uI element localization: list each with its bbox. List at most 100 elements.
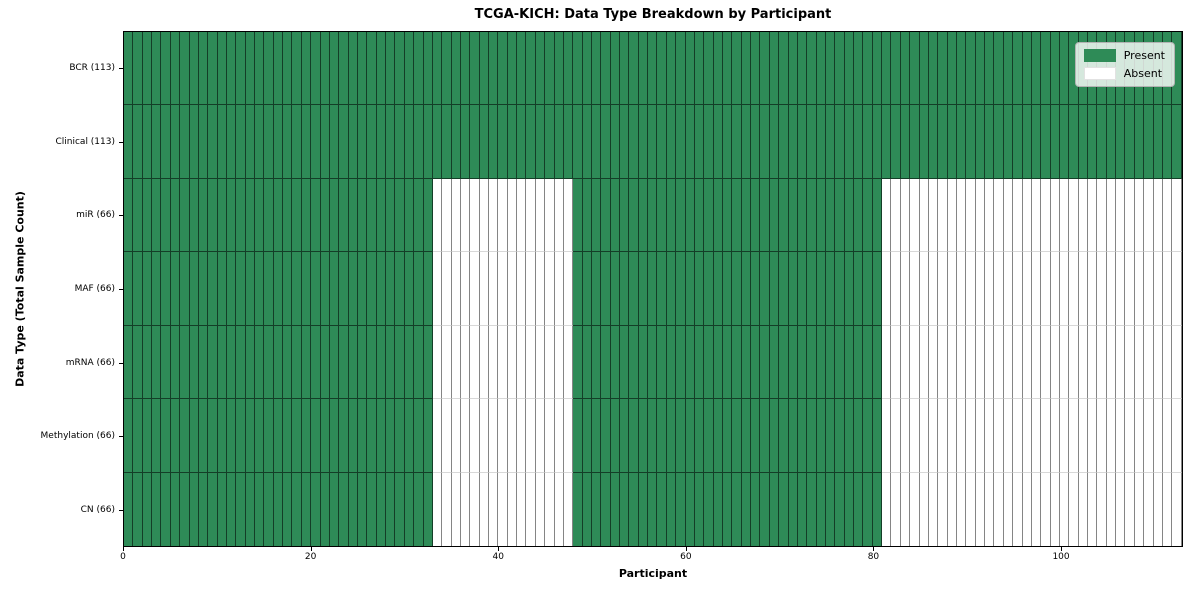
heatmap-cell xyxy=(432,399,443,473)
heatmap-cell xyxy=(479,472,490,546)
heatmap-cell xyxy=(1153,325,1163,400)
heatmap-cell xyxy=(320,105,330,179)
heatmap-cell xyxy=(170,472,181,546)
heatmap-cell xyxy=(479,399,490,473)
heatmap-cell xyxy=(620,105,630,179)
heatmap-cell xyxy=(694,178,705,253)
heatmap-cell xyxy=(170,399,181,473)
heatmap-cell xyxy=(1097,399,1107,473)
legend-label-absent: Absent xyxy=(1123,67,1163,80)
heatmap-cell xyxy=(591,399,602,473)
heatmap-cell xyxy=(1162,178,1173,253)
heatmap-cell xyxy=(1116,325,1126,400)
heatmap-cell xyxy=(994,32,1004,106)
heatmap-cell xyxy=(208,32,218,106)
heatmap-cell xyxy=(891,32,901,106)
heatmap-cell xyxy=(666,178,677,253)
heatmap-cell xyxy=(292,252,302,326)
heatmap-cell xyxy=(170,105,181,179)
heatmap-cell xyxy=(620,325,630,400)
heatmap-cell xyxy=(404,32,415,106)
absent-swatch xyxy=(1083,67,1116,80)
heatmap-cell xyxy=(535,32,546,106)
heatmap-cell xyxy=(245,472,256,546)
heatmap-cell xyxy=(891,105,901,179)
heatmap-row-BCR xyxy=(124,32,1182,106)
heatmap-cell xyxy=(1162,252,1173,326)
heatmap-cell xyxy=(507,399,518,473)
heatmap-cell xyxy=(1134,105,1145,179)
heatmap-cell xyxy=(1003,105,1014,179)
heatmap-cell xyxy=(854,105,864,179)
heatmap-cell xyxy=(657,472,667,546)
heatmap-cell xyxy=(1078,472,1089,546)
heatmap-cell xyxy=(919,472,929,546)
heatmap-cell xyxy=(442,105,452,179)
heatmap-cell xyxy=(638,472,649,546)
heatmap-cell xyxy=(872,472,883,546)
heatmap-cell xyxy=(620,32,630,106)
heatmap-cell xyxy=(124,252,134,326)
heatmap-cell xyxy=(1162,105,1173,179)
heatmap-cell xyxy=(797,178,808,253)
heatmap-cell xyxy=(610,399,621,473)
heatmap-cell xyxy=(198,472,209,546)
heatmap-cell xyxy=(498,178,508,253)
heatmap-cell xyxy=(629,32,639,106)
heatmap-cell xyxy=(956,105,967,179)
heatmap-cell xyxy=(1172,399,1182,473)
heatmap-cell xyxy=(320,472,330,546)
heatmap-cell xyxy=(1088,472,1098,546)
heatmap-cell xyxy=(386,472,396,546)
heatmap-cell xyxy=(854,252,864,326)
heatmap-cell xyxy=(676,252,686,326)
heatmap-cell xyxy=(311,252,321,326)
heatmap-cell xyxy=(1144,472,1154,546)
heatmap-cell xyxy=(741,178,752,253)
heatmap-cell xyxy=(198,399,209,473)
heatmap-cell xyxy=(133,178,143,253)
heatmap-cell xyxy=(236,178,246,253)
heatmap-cell xyxy=(648,178,658,253)
heatmap-cell xyxy=(423,105,433,179)
heatmap-cell xyxy=(283,178,293,253)
heatmap-cell xyxy=(685,252,695,326)
heatmap-cell xyxy=(1003,178,1014,253)
heatmap-cell xyxy=(751,325,761,400)
heatmap-cell xyxy=(395,105,405,179)
heatmap-cell xyxy=(835,178,845,253)
heatmap-cell xyxy=(208,252,218,326)
heatmap-cell xyxy=(1153,178,1163,253)
heatmap-cell xyxy=(152,325,162,400)
heatmap-cell xyxy=(882,178,892,253)
x-tick-mark xyxy=(1061,547,1063,551)
heatmap-cell xyxy=(451,178,461,253)
heatmap-cell xyxy=(563,472,574,546)
heatmap-cell xyxy=(535,399,546,473)
heatmap-cell xyxy=(217,105,227,179)
heatmap-cell xyxy=(526,472,536,546)
heatmap-cell xyxy=(124,472,134,546)
heatmap-cell xyxy=(910,399,920,473)
heatmap-cell xyxy=(1022,32,1032,106)
heatmap-cell xyxy=(517,325,527,400)
heatmap-cell xyxy=(301,32,312,106)
heatmap-cell xyxy=(526,32,536,106)
heatmap-cell xyxy=(900,178,911,253)
heatmap-cell xyxy=(638,105,649,179)
heatmap-cell xyxy=(1059,32,1070,106)
heatmap-cell xyxy=(189,105,199,179)
heatmap-cell xyxy=(601,399,611,473)
heatmap-cell xyxy=(760,32,770,106)
heatmap-cell xyxy=(872,178,883,253)
heatmap-cell xyxy=(891,399,901,473)
heatmap-cell xyxy=(657,325,667,400)
heatmap-cell xyxy=(825,178,836,253)
heatmap-cell xyxy=(676,32,686,106)
heatmap-cell xyxy=(713,105,723,179)
heatmap-cell xyxy=(835,325,845,400)
heatmap-row-MAF xyxy=(124,252,1182,326)
heatmap-cell xyxy=(835,399,845,473)
heatmap-cell xyxy=(657,32,667,106)
heatmap-cell xyxy=(460,252,471,326)
